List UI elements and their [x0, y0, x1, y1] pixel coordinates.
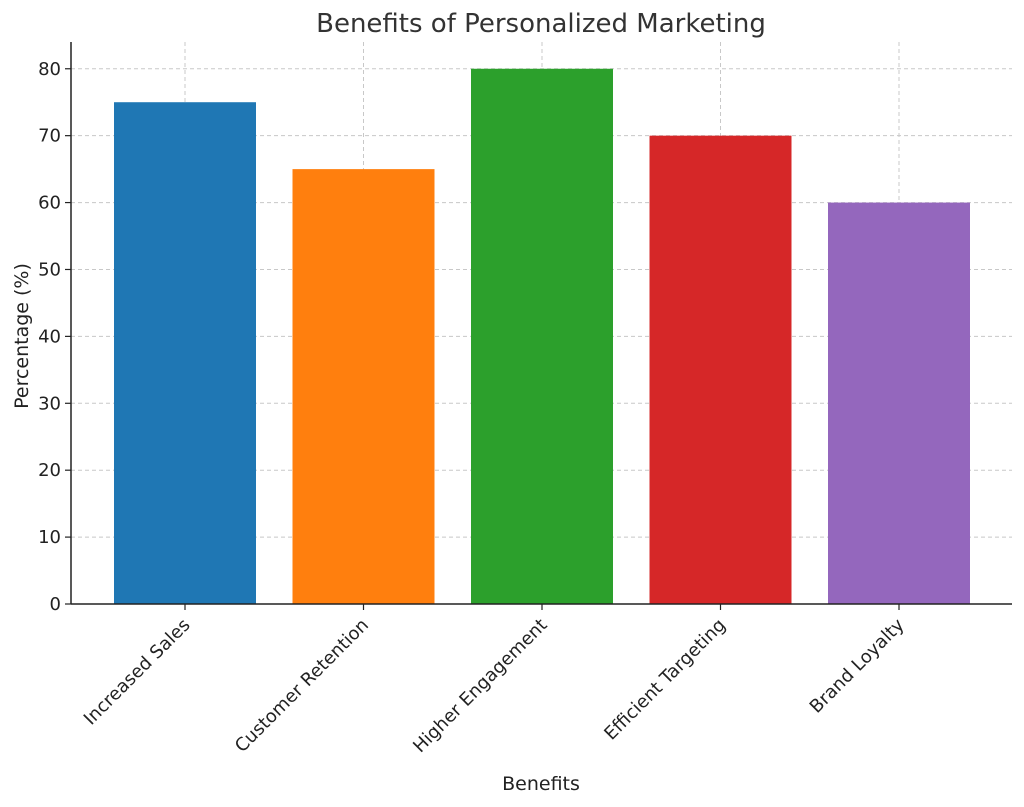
y-axis-label: Percentage (%): [11, 263, 33, 409]
x-tick-label: Efficient Targeting: [600, 615, 730, 745]
x-tick-label: Higher Engagement: [409, 615, 551, 757]
bar-brand-loyalty: [828, 202, 970, 605]
bar-increased-sales: [114, 102, 256, 604]
y-tick-label: 30: [38, 393, 61, 414]
bar-customer-retention: [292, 169, 435, 604]
bar-higher-engagement: [471, 68, 613, 604]
y-tick-label: 60: [38, 193, 61, 214]
x-tick-label: Increased Sales: [80, 615, 195, 730]
y-tick-label: 70: [38, 126, 61, 147]
x-tick-label: Brand Loyalty: [806, 614, 909, 717]
x-tick-label: Customer Retention: [231, 615, 373, 757]
bars-layer: [114, 68, 970, 605]
y-tick-label: 40: [38, 326, 61, 347]
y-tick-label: 50: [38, 259, 61, 280]
y-tick-label: 80: [38, 59, 61, 80]
y-tick-label: 0: [50, 594, 61, 615]
bar-efficient-targeting: [649, 135, 792, 604]
chart-title: Benefits of Personalized Marketing: [316, 9, 766, 39]
y-tick-label: 10: [38, 527, 61, 548]
x-axis-label: Benefits: [502, 773, 580, 795]
y-tick-label: 20: [38, 460, 61, 481]
